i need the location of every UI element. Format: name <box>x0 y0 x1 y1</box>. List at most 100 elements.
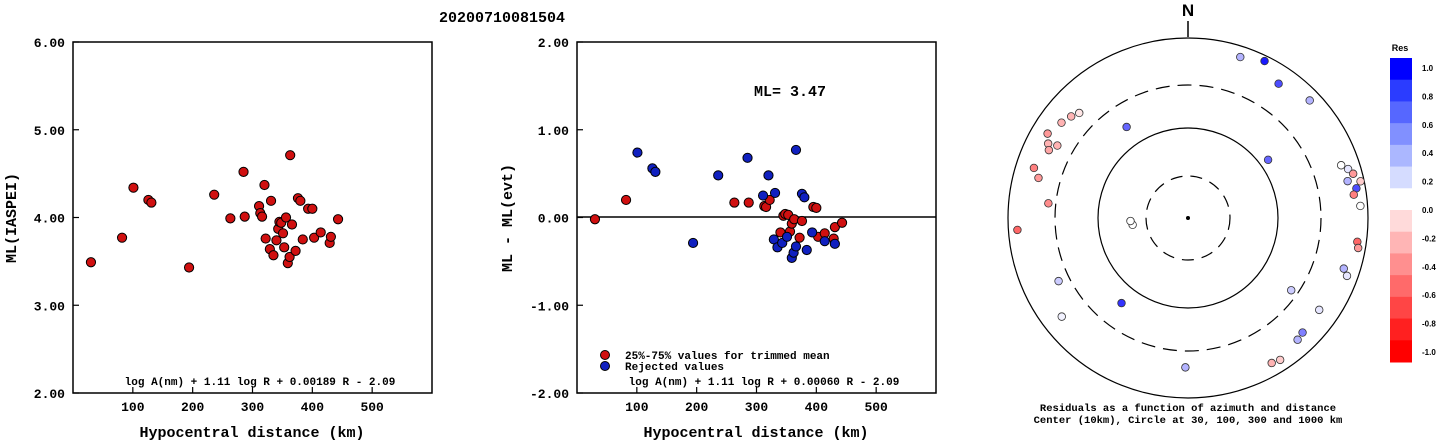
station-residual <box>1054 276 1063 286</box>
station-residual <box>1336 161 1346 170</box>
residual-scatter-panel: -2.00 -1.00 0.00 1.00 2.00 100 200 300 400 500 M… <box>500 36 937 441</box>
rejected-point <box>687 237 699 249</box>
colorbar-tick-label: 0.6 <box>1422 121 1434 130</box>
left-y-tick-label: 2.00 <box>34 387 65 402</box>
data-point <box>128 182 139 193</box>
station-residual <box>1053 141 1062 150</box>
station-residual <box>1315 305 1324 315</box>
data-point <box>325 231 336 242</box>
station-residual <box>1343 176 1352 186</box>
station-residual <box>1342 271 1352 281</box>
left-x-tick-label: 200 <box>181 400 205 415</box>
mid-x-tick-label: 400 <box>805 400 829 415</box>
rejected-point <box>819 236 830 247</box>
station-residual <box>1181 363 1190 372</box>
left-y-ticks: 2.00 3.00 4.00 5.00 6.00 <box>34 36 79 402</box>
azimuth-polar-panel: N Residuals as a function of azimuth and… <box>1007 1 1369 427</box>
rejected-point <box>781 231 793 242</box>
page-title: 20200710081504 <box>439 10 565 27</box>
data-point <box>280 212 292 223</box>
trimmed-point <box>729 197 740 208</box>
colorbar-swatch <box>1390 58 1412 81</box>
station-residual <box>1267 358 1276 368</box>
station-residual <box>1075 108 1084 118</box>
rejected-point <box>757 190 769 201</box>
station-residual <box>1260 56 1269 66</box>
mid-y-tick-label: 1.00 <box>538 124 569 139</box>
north-label: N <box>1182 1 1194 20</box>
data-point <box>183 262 195 273</box>
left-y-axis-label: ML(IASPEI) <box>4 173 21 263</box>
data-point <box>225 213 236 224</box>
colorbar-swatch <box>1390 340 1412 363</box>
mid-y-tick-label: -1.00 <box>530 299 569 314</box>
station-residual <box>1043 129 1052 138</box>
data-point <box>116 232 128 243</box>
left-y-tick-label: 3.00 <box>34 299 65 314</box>
colorbar-tick-label: 0.8 <box>1422 92 1434 101</box>
legend-marker-rejected <box>600 361 610 371</box>
mid-x-ticks: 100 200 300 400 500 <box>625 387 888 415</box>
left-x-axis-label: Hypocentral distance (km) <box>139 425 364 441</box>
colorbar-tick-label: 0.2 <box>1422 178 1434 187</box>
left-y-tick-label: 5.00 <box>34 124 65 139</box>
trimmed-point <box>794 232 805 243</box>
trimmed-point <box>811 202 822 213</box>
station-residual <box>1236 52 1245 62</box>
data-point <box>265 195 277 206</box>
rejected-point <box>763 170 774 181</box>
station-residual <box>1305 96 1314 105</box>
colorbar-swatches <box>1390 58 1412 363</box>
trimmed-point <box>836 217 848 228</box>
colorbar-tick-label: -1.0 <box>1422 348 1436 357</box>
station-residual <box>1339 264 1348 273</box>
rejected-point <box>807 227 818 238</box>
data-point <box>271 235 282 246</box>
left-plot-frame <box>72 41 433 394</box>
colorbar-title: Res <box>1392 43 1409 53</box>
station-residual <box>1287 286 1296 295</box>
rejected-point <box>799 192 810 203</box>
data-point <box>268 250 279 261</box>
station-residual <box>1356 177 1365 186</box>
mid-y-tick-label: 2.00 <box>538 36 569 51</box>
polar-caption-line1: Residuals as a function of azimuth and d… <box>1040 403 1336 415</box>
station-residual <box>1263 155 1273 165</box>
circle-100km <box>1097 127 1279 309</box>
data-point <box>85 257 97 268</box>
station-residual <box>1057 312 1066 321</box>
data-point <box>146 197 157 208</box>
trimmed-point <box>589 214 601 225</box>
mid-x-axis-label: Hypocentral distance (km) <box>643 425 868 441</box>
left-x-tick-label: 500 <box>360 400 384 415</box>
station-residual <box>1274 79 1283 88</box>
rejected-point <box>801 244 812 256</box>
circle-300km <box>1054 84 1322 352</box>
rejected-point <box>742 152 753 163</box>
station-residual <box>1029 163 1039 173</box>
station-residual <box>1034 173 1043 183</box>
colorbar-tick-label: -0.6 <box>1422 291 1436 300</box>
mid-x-tick-label: 300 <box>745 400 769 415</box>
data-point <box>307 203 318 214</box>
rejected-point <box>713 170 724 181</box>
colorbar-swatch <box>1390 210 1412 233</box>
data-point <box>256 211 268 222</box>
station-residual <box>1122 122 1131 132</box>
left-x-tick-label: 300 <box>241 400 265 415</box>
left-scatter-panel: 2.00 3.00 4.00 5.00 6.00 100 200 300 400 500 log… <box>4 36 433 441</box>
data-point <box>309 232 320 243</box>
station-residual <box>1298 328 1307 337</box>
polar-caption-line2: Center (10km), Circle at 30, 100, 300 an… <box>1034 415 1343 427</box>
colorbar-swatch <box>1390 318 1412 341</box>
trimmed-point <box>620 194 632 206</box>
station-residual <box>1293 335 1302 344</box>
colorbar-tick-label: -0.4 <box>1422 263 1436 272</box>
colorbar-swatch <box>1390 123 1412 146</box>
data-point <box>284 251 295 263</box>
circle-1000km <box>1007 37 1369 399</box>
station-residual <box>1348 169 1358 178</box>
rejected-point <box>829 238 840 249</box>
trimmed-point <box>743 197 754 208</box>
